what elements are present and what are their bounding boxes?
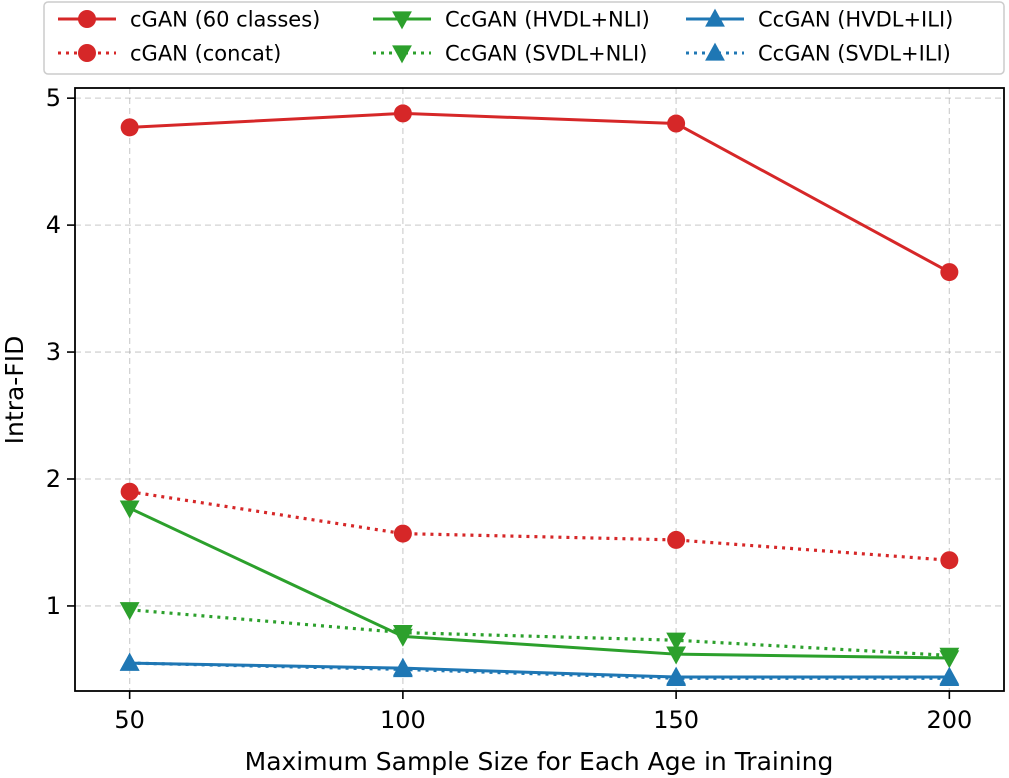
legend-label: CcGAN (SVDL+NLI)	[445, 42, 647, 66]
legend-marker	[78, 44, 96, 62]
legend-marker	[705, 8, 725, 27]
series-line-ccgan-hvdl-nli	[129, 506, 950, 660]
legend-label: CcGAN (SVDL+ILI)	[758, 42, 951, 66]
x-tick-label: 200	[926, 706, 972, 734]
legend-entry-cgan-concat: cGAN (concat)	[58, 42, 281, 66]
series-line-ccgan-svdl-ili	[129, 661, 950, 680]
series-line-ccgan-svdl-nli	[129, 608, 950, 658]
data-point-ccgan-svdl-ili	[392, 659, 413, 678]
legend: cGAN (60 classes) cGAN (concat) CcGAN (HVD…	[43, 1, 1005, 75]
data-point-cgan-60-classes	[393, 104, 412, 123]
legend-marker	[392, 45, 412, 64]
data-point-cgan-concat	[120, 482, 139, 501]
legend-label: CcGAN (HVDL+ILI)	[758, 8, 953, 32]
x-tick-label: 150	[653, 706, 699, 734]
data-point-ccgan-svdl-ili	[939, 667, 960, 686]
data-point-ccgan-svdl-nli	[119, 602, 140, 621]
series-ccgan-svdl-ili	[119, 652, 960, 686]
y-tick-label: 4	[46, 211, 61, 239]
grid	[75, 88, 1004, 691]
data-point-ccgan-svdl-ili	[666, 667, 687, 686]
y-axis: 1 2 3 4 5	[46, 84, 75, 620]
data-point-ccgan-hvdl-nli	[666, 646, 687, 665]
y-tick-label: 3	[46, 338, 61, 366]
plot-frame	[74, 87, 1005, 692]
series-line-cgan-concat	[129, 490, 950, 562]
data-point-cgan-concat	[940, 551, 959, 570]
legend-entry-cgan-60-classes: cGAN (60 classes)	[58, 8, 320, 32]
series-cgan-60-classes	[120, 104, 959, 282]
data-point-ccgan-svdl-nli	[666, 632, 687, 651]
legend-entry-ccgan-svdl-ili: CcGAN (SVDL+ILI)	[686, 42, 951, 66]
data-point-ccgan-svdl-nli	[392, 624, 413, 643]
data-point-ccgan-hvdl-nli	[119, 500, 140, 519]
y-tick-label: 5	[46, 84, 61, 112]
data-point-ccgan-svdl-nli	[939, 647, 960, 666]
x-tick-label: 100	[380, 706, 426, 734]
y-tick-label: 2	[46, 465, 61, 493]
series-ccgan-svdl-nli	[119, 602, 960, 666]
series-line-cgan-60-classes	[129, 111, 951, 274]
legend-entry-ccgan-hvdl-ili: CcGAN (HVDL+ILI)	[686, 8, 953, 32]
data-point-cgan-60-classes	[667, 114, 686, 133]
legend-entry-ccgan-hvdl-nli: CcGAN (HVDL+NLI)	[373, 8, 650, 32]
legend-entry-ccgan-svdl-nli: CcGAN (SVDL+NLI)	[373, 42, 647, 66]
data-point-cgan-concat	[393, 524, 412, 543]
x-axis-label: Maximum Sample Size for Each Age in Trai…	[245, 747, 834, 776]
data-point-cgan-60-classes	[940, 263, 959, 282]
legend-marker	[705, 42, 725, 61]
legend-label: cGAN (concat)	[130, 42, 281, 66]
y-tick-label: 1	[46, 592, 61, 620]
data-point-cgan-concat	[667, 530, 686, 549]
series-layer	[119, 104, 960, 686]
x-axis: 50 100 150 200	[114, 691, 972, 734]
legend-label: cGAN (60 classes)	[130, 8, 320, 32]
legend-marker	[78, 10, 96, 28]
legend-box	[43, 1, 1005, 75]
data-point-cgan-60-classes	[120, 118, 139, 137]
y-axis-label: Intra-FID	[0, 336, 29, 445]
series-cgan-concat	[120, 482, 959, 570]
data-point-ccgan-svdl-ili	[119, 652, 140, 671]
series-ccgan-hvdl-nli	[119, 500, 960, 669]
x-tick-label: 50	[114, 706, 145, 734]
legend-label: CcGAN (HVDL+NLI)	[445, 8, 650, 32]
legend-marker	[392, 11, 412, 30]
